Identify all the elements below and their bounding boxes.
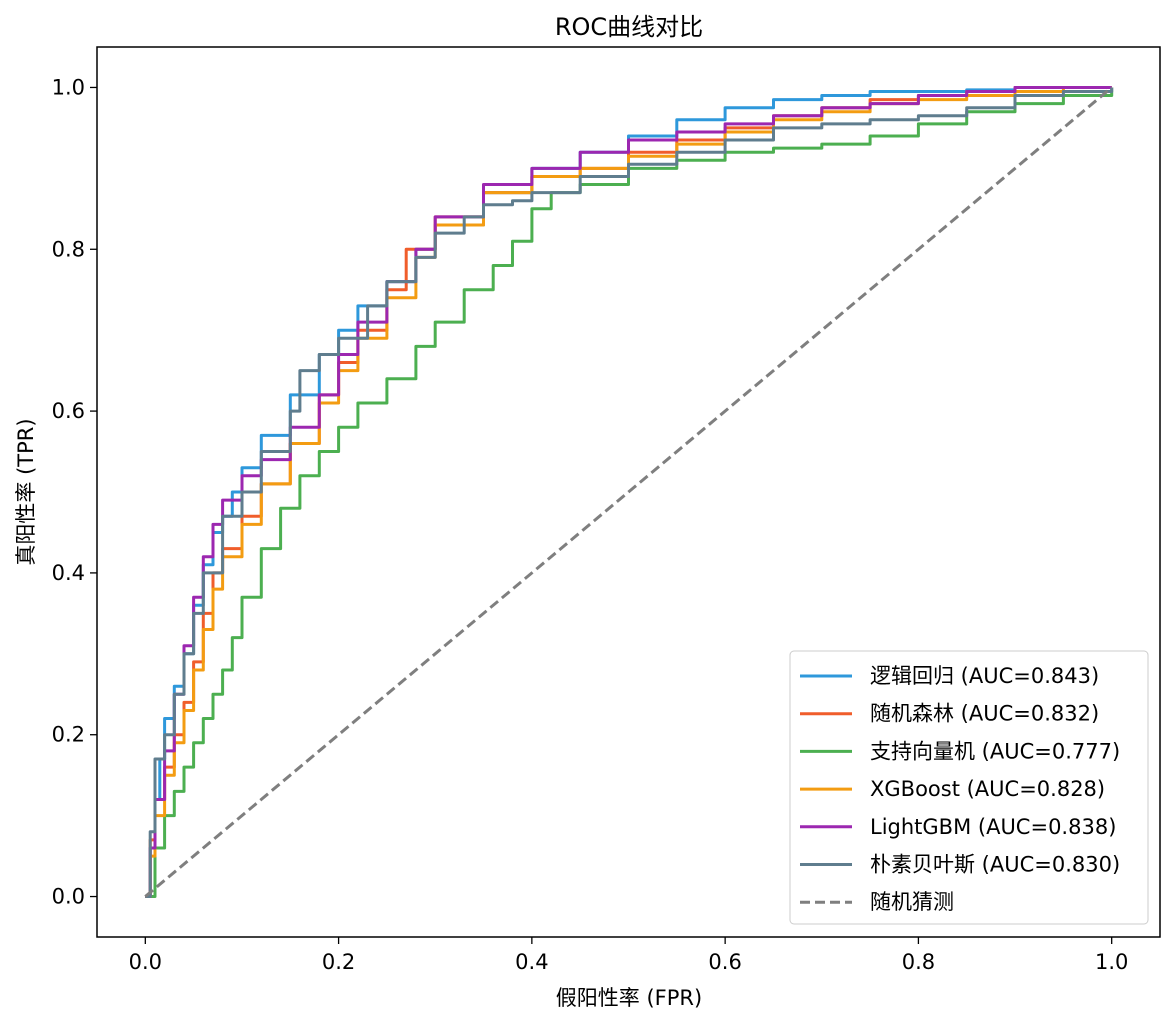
y-tick-label-4: 0.8 bbox=[52, 237, 85, 261]
y-tick-label-2: 0.4 bbox=[52, 561, 85, 585]
series-layer bbox=[144, 86, 1114, 898]
legend-box bbox=[789, 650, 1149, 925]
x-tick-label-2: 0.4 bbox=[515, 950, 548, 974]
y-tick-label-5: 1.0 bbox=[52, 75, 85, 99]
x-tick-label-4: 0.8 bbox=[902, 950, 935, 974]
x-tick-label-0: 0.0 bbox=[129, 950, 162, 974]
plot-frame bbox=[96, 46, 1161, 938]
series-line-5 bbox=[145, 87, 1114, 898]
series-line-0 bbox=[145, 86, 1112, 898]
y-axis-label: 真阳性率 (TPR) bbox=[14, 418, 38, 565]
legend-label-3: XGBoost (AUC=0.828) bbox=[870, 777, 1105, 801]
x-axis: 0.0 0.2 0.4 0.6 0.8 1.0 bbox=[129, 937, 1128, 974]
legend-label-5: 朴素贝叶斯 (AUC=0.830) bbox=[870, 853, 1120, 877]
legend: 逻辑回归 (AUC=0.843) 随机森林 (AUC=0.832) 支持向量机 (A… bbox=[789, 650, 1149, 925]
chart-title: ROC曲线对比 bbox=[555, 13, 703, 41]
x-axis-label: 假阳性率 (FPR) bbox=[556, 986, 702, 1010]
legend-label-4: LightGBM (AUC=0.838) bbox=[870, 815, 1116, 839]
x-tick-label-5: 1.0 bbox=[1095, 950, 1128, 974]
series-line-2 bbox=[145, 87, 1114, 898]
y-tick-label-3: 0.6 bbox=[52, 399, 85, 423]
x-tick-label-1: 0.2 bbox=[322, 950, 355, 974]
legend-label-2: 支持向量机 (AUC=0.777) bbox=[870, 739, 1120, 763]
series-line-6 bbox=[144, 86, 1113, 898]
legend-label-1: 随机森林 (AUC=0.832) bbox=[870, 702, 1099, 726]
legend-label-6: 随机猜测 bbox=[870, 890, 954, 914]
series-line-4 bbox=[145, 86, 1112, 898]
x-tick-label-3: 0.6 bbox=[708, 950, 741, 974]
legend-label-0: 逻辑回归 (AUC=0.843) bbox=[870, 664, 1099, 688]
y-tick-label-1: 0.2 bbox=[52, 723, 85, 747]
y-tick-label-0: 0.0 bbox=[52, 885, 85, 909]
y-axis: 0.0 0.2 0.4 0.6 0.8 1.0 bbox=[52, 75, 97, 909]
legend-entries: 逻辑回归 (AUC=0.843) 随机森林 (AUC=0.832) 支持向量机 (A… bbox=[800, 664, 1120, 914]
